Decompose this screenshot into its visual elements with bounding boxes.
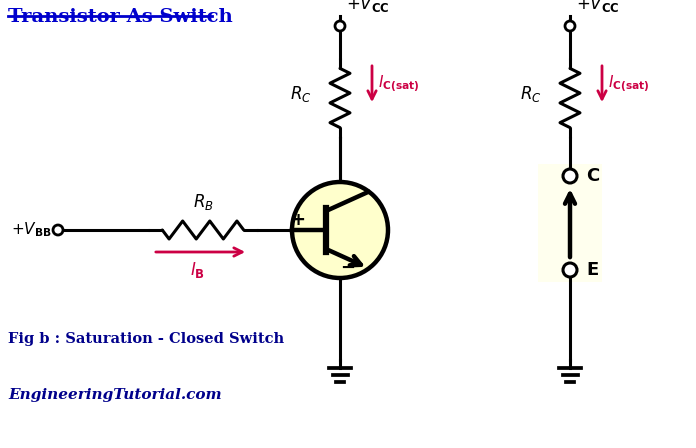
Text: $\mathit{I}_{\mathregular{C(sat)}}$: $\mathit{I}_{\mathregular{C(sat)}}$ — [378, 73, 420, 95]
Circle shape — [335, 21, 345, 31]
Text: $R_{\mathregular{B}}$: $R_{\mathregular{B}}$ — [193, 192, 214, 212]
Text: EngineeringTutorial.com: EngineeringTutorial.com — [8, 388, 221, 402]
Text: −: − — [340, 259, 356, 277]
Circle shape — [53, 225, 63, 235]
Text: +: + — [290, 211, 306, 229]
Circle shape — [292, 182, 388, 278]
Text: $\mathit{I}_{\mathregular{C(sat)}}$: $\mathit{I}_{\mathregular{C(sat)}}$ — [608, 73, 650, 95]
Circle shape — [563, 263, 577, 277]
Text: $R_{\mathregular{C}}$: $R_{\mathregular{C}}$ — [290, 84, 312, 104]
Text: Fig b : Saturation - Closed Switch: Fig b : Saturation - Closed Switch — [8, 332, 284, 346]
Text: $+V_{\mathregular{CC}}$: $+V_{\mathregular{CC}}$ — [576, 0, 619, 14]
Text: E: E — [586, 261, 599, 279]
Bar — [538, 164, 602, 282]
Text: $R_{\mathregular{C}}$: $R_{\mathregular{C}}$ — [521, 84, 542, 104]
Text: $\mathit{I}_{\mathregular{B}}$: $\mathit{I}_{\mathregular{B}}$ — [191, 260, 205, 280]
Text: Transistor As Switch: Transistor As Switch — [8, 8, 232, 26]
Circle shape — [565, 21, 575, 31]
Circle shape — [563, 169, 577, 183]
Text: C: C — [586, 167, 599, 185]
Text: $+V_{\mathregular{CC}}$: $+V_{\mathregular{CC}}$ — [346, 0, 390, 14]
Text: $+V_{\mathregular{BB}}$: $+V_{\mathregular{BB}}$ — [11, 221, 52, 239]
